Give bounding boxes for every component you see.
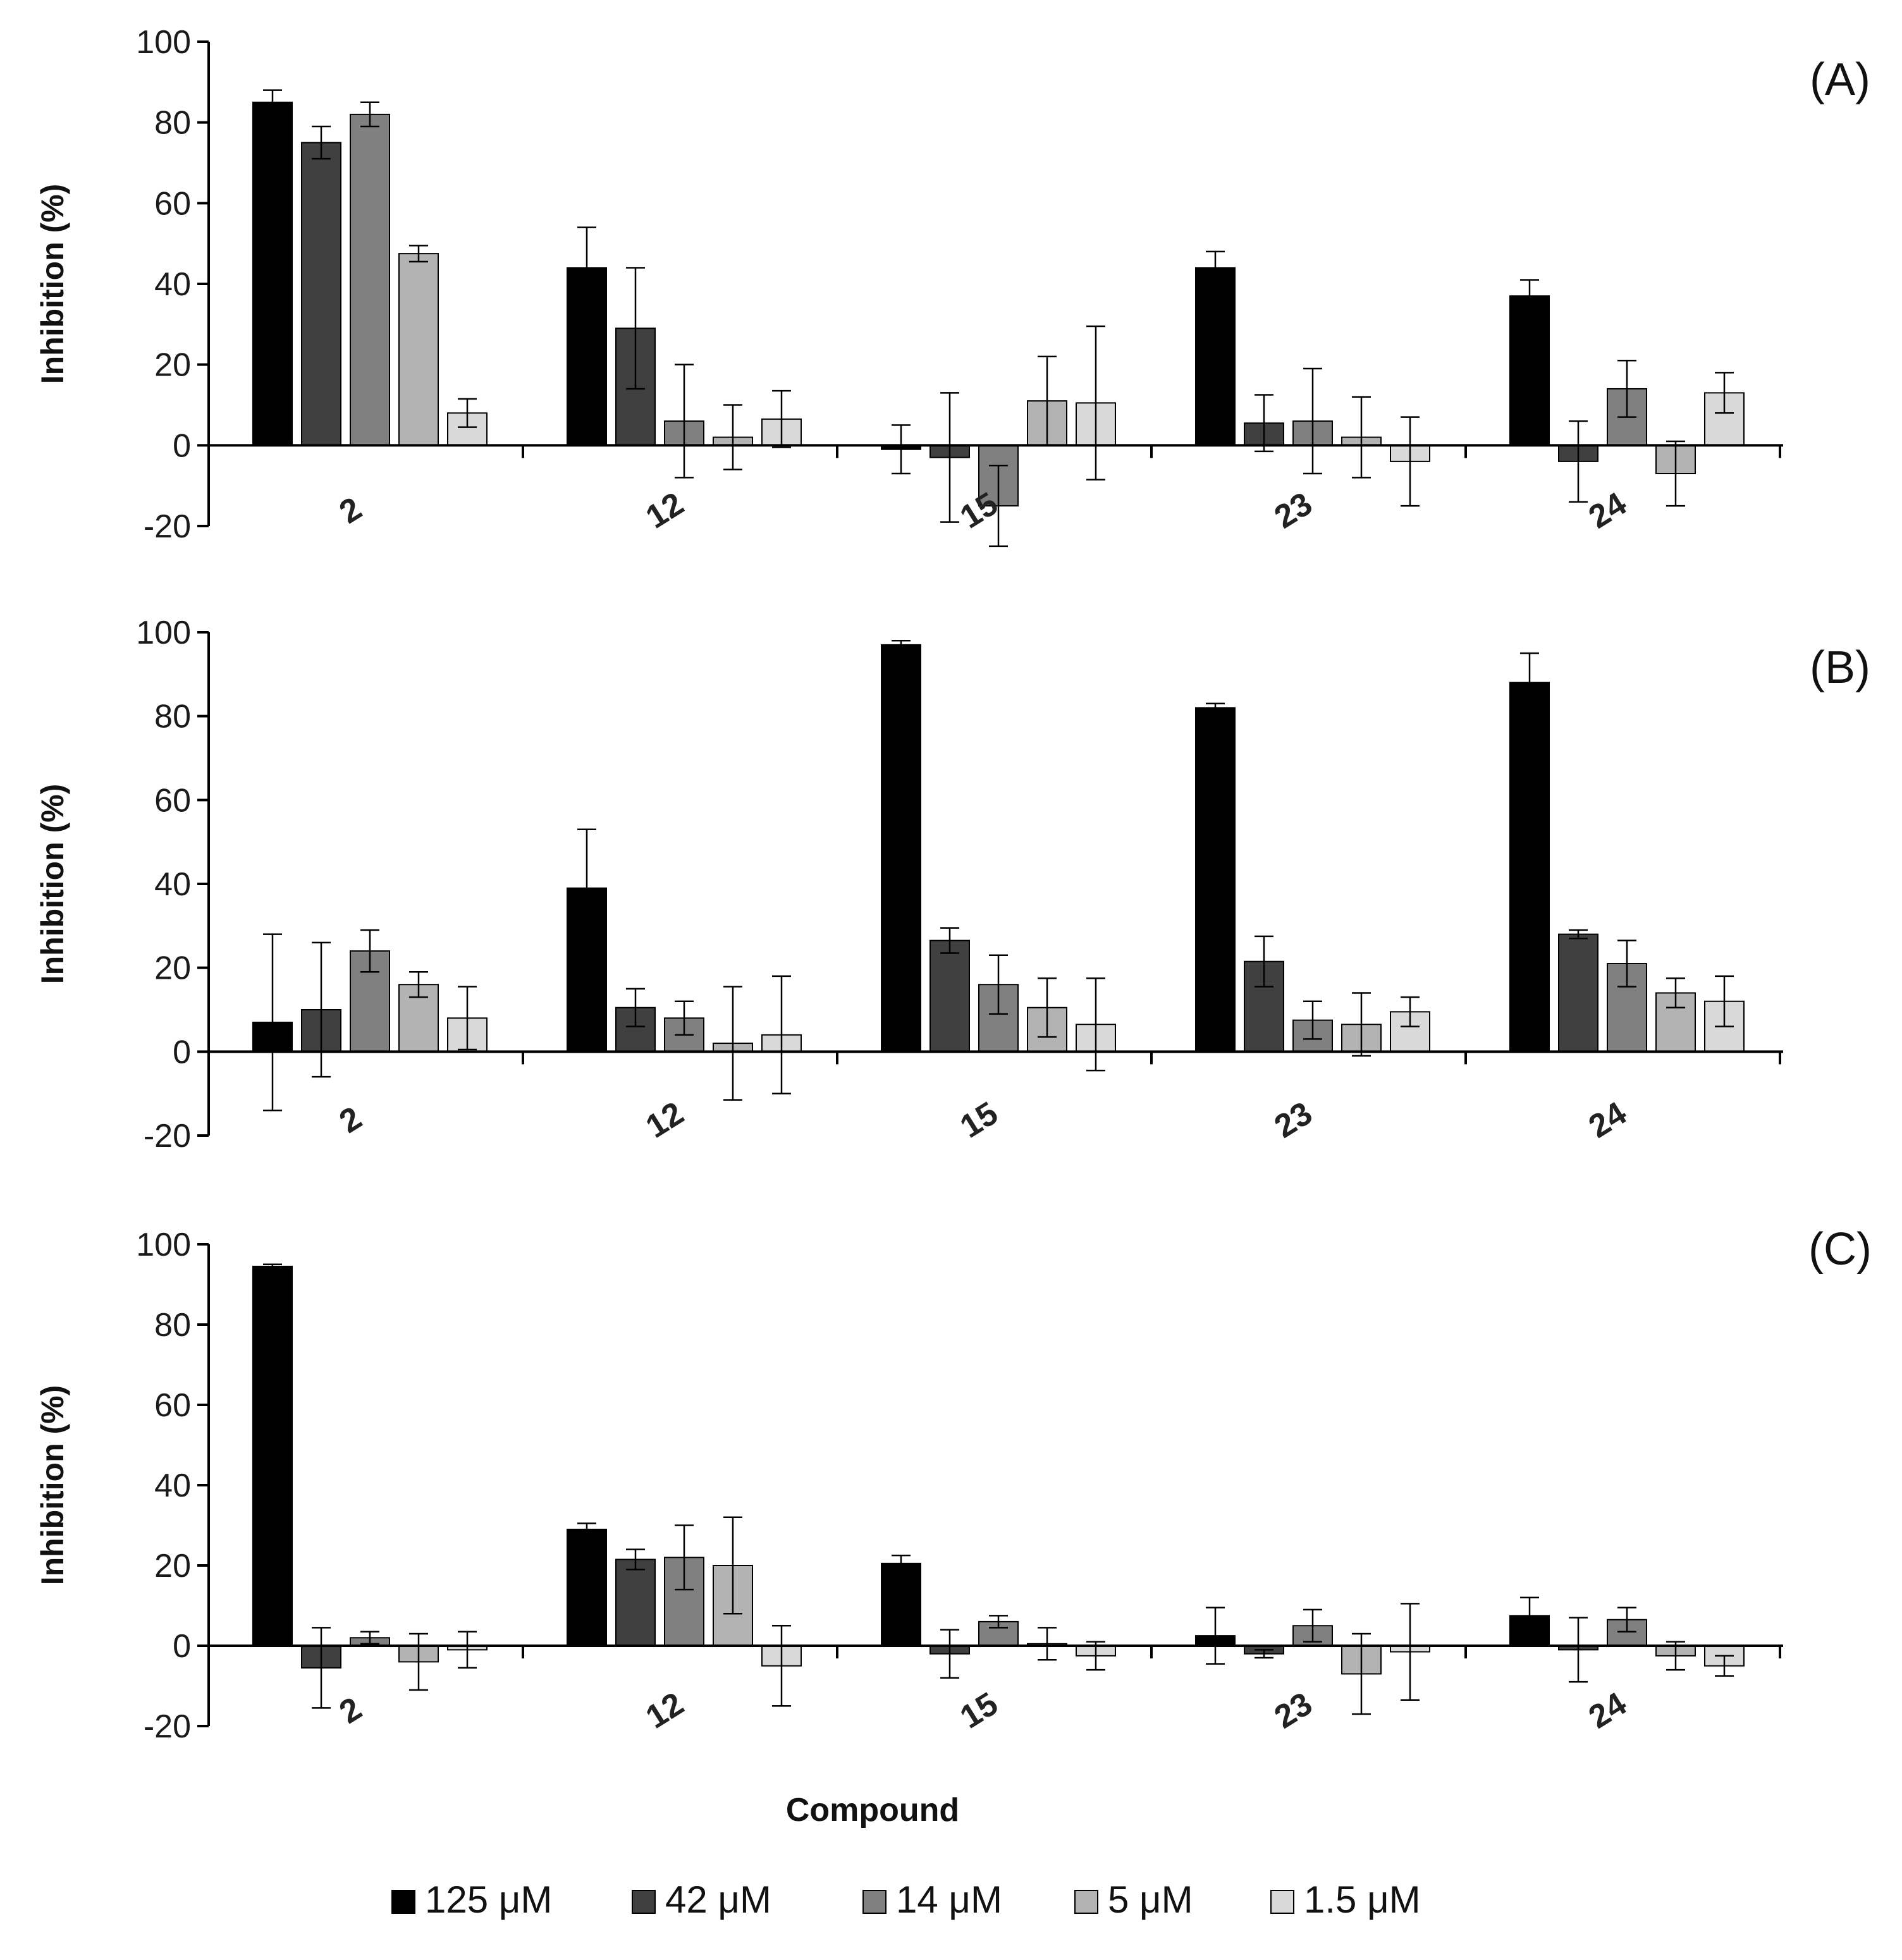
panel-0-y-tick-label: 80 (154, 105, 191, 142)
panel-0-bar (350, 113, 390, 446)
panel-0-bar (252, 101, 293, 446)
legend-swatch-2 (862, 1890, 887, 1914)
legend-label-0: 125 μM (425, 1878, 552, 1921)
panel-0-y-tick-label: 60 (154, 185, 191, 222)
panel-2-bar (615, 1559, 656, 1647)
legend-swatch-3 (1074, 1890, 1098, 1914)
panel-0-y-axis-title: Inhibition (%) (35, 184, 70, 384)
panel-1-y-tick-label: -20 (144, 1118, 191, 1155)
panel-2-bar (567, 1528, 607, 1647)
panel-1-y-tick-label: 40 (154, 866, 191, 903)
panel-2-bar (881, 1562, 921, 1646)
panel-2-category-label: 23 (1268, 1686, 1319, 1736)
legend-swatch-1 (632, 1890, 656, 1914)
panel-0-label: (A) (1810, 54, 1870, 105)
panel-1-y-tick-label: 0 (173, 1034, 191, 1070)
panel-1-y-tick-label: 100 (136, 615, 191, 651)
panel-1-category-label: 23 (1268, 1095, 1319, 1146)
panel-2-y-tick-label: 20 (154, 1548, 191, 1584)
panel-1-category-label: 2 (333, 1099, 368, 1141)
panel-0-category-label: 23 (1268, 486, 1319, 536)
panel-0-category-label: 2 (333, 490, 368, 531)
panel-2-y-tick-label: 60 (154, 1387, 191, 1424)
panel-1-y-tick-label: 80 (154, 699, 191, 735)
panel-1-bar (1558, 933, 1598, 1053)
x-axis-title: Compound (786, 1792, 959, 1828)
panel-2-category-label: 24 (1583, 1686, 1633, 1736)
panel-2-y-tick-label: 80 (154, 1307, 191, 1344)
panel-0-y-tick-label: 20 (154, 347, 191, 384)
panel-1-category-label: 12 (640, 1095, 690, 1146)
panel-1-category-label: 15 (954, 1095, 1005, 1146)
panel-2-category-label: 12 (640, 1686, 690, 1736)
panel-1-y-axis-title: Inhibition (%) (35, 784, 70, 984)
legend-swatch-0 (391, 1890, 415, 1914)
panel-0-y-tick-label: 40 (154, 266, 191, 303)
legend-swatch-4 (1270, 1890, 1294, 1914)
panel-2-y-axis-title: Inhibition (%) (35, 1385, 70, 1586)
panel-0-y-tick-label: 0 (173, 427, 191, 464)
panel-0-bar (398, 253, 439, 446)
panel-0-y-tick-label: -20 (144, 508, 191, 545)
panel-1-bar (881, 644, 921, 1053)
panel-1-bar (1509, 682, 1550, 1053)
panel-1-bar (930, 940, 970, 1053)
panel-2-y-tick-label: -20 (144, 1708, 191, 1745)
panel-2-label: (C) (1808, 1224, 1872, 1275)
panel-2-y-tick-label: 100 (136, 1227, 191, 1263)
legend-label-3: 5 μM (1108, 1878, 1193, 1921)
panel-0-category-label: 24 (1583, 486, 1633, 536)
panel-2-y-tick-label: 40 (154, 1467, 191, 1504)
panel-0-bar (1509, 295, 1550, 446)
panel-2-category-label: 2 (333, 1690, 368, 1731)
panel-0-bar (301, 142, 341, 446)
panel-1-y-tick-label: 20 (154, 950, 191, 987)
panel-1-category-label: 24 (1583, 1095, 1633, 1146)
panel-1-label: (B) (1810, 642, 1870, 693)
panel-2-y-tick-label: 0 (173, 1628, 191, 1665)
panel-2-category-label: 15 (954, 1686, 1005, 1736)
panel-0-y-tick-label: 100 (136, 24, 191, 61)
legend-label-2: 14 μM (896, 1878, 1002, 1921)
panel-0-category-label: 12 (640, 486, 690, 536)
panel-1-y-tick-label: 60 (154, 782, 191, 819)
panel-2-bar (252, 1265, 293, 1647)
legend-label-4: 1.5 μM (1304, 1878, 1421, 1921)
panel-0-bar (1195, 267, 1236, 446)
panel-1-bar (1195, 707, 1236, 1053)
legend-label-1: 42 μM (665, 1878, 771, 1921)
